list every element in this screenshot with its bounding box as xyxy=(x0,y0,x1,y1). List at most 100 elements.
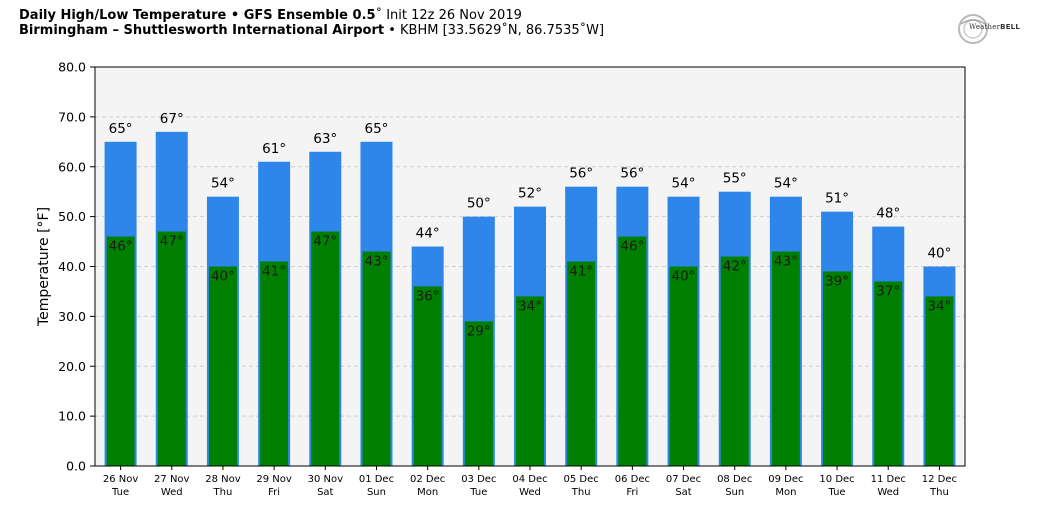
logo-text-light: Weather xyxy=(969,23,1001,31)
low-temp-bar xyxy=(311,231,340,466)
logo-swirl-icon xyxy=(958,14,988,44)
low-temp-label: 39° xyxy=(825,273,849,289)
low-temp-bar xyxy=(413,286,442,466)
x-tick-day: Thu xyxy=(929,487,949,498)
y-tick-label: 30.0 xyxy=(58,309,86,324)
title-init: ˚ Init 12z 26 Nov 2019 xyxy=(375,8,522,23)
low-temp-label: 41° xyxy=(262,264,286,280)
y-tick-label: 10.0 xyxy=(58,409,86,424)
low-temp-bar xyxy=(925,296,954,466)
x-tick-day: Tue xyxy=(111,487,129,498)
high-temp-label: 56° xyxy=(620,166,644,182)
x-tick-day: Fri xyxy=(268,487,280,498)
high-temp-label: 63° xyxy=(313,131,337,147)
high-temp-label: 65° xyxy=(365,121,389,137)
high-temp-label: 67° xyxy=(160,111,184,127)
y-axis-label: Temperature [°F] xyxy=(36,207,52,327)
low-temp-label: 40° xyxy=(672,269,696,285)
x-tick-day: Sun xyxy=(367,487,386,498)
x-tick-date: 04 Dec xyxy=(512,474,547,485)
low-temp-label: 29° xyxy=(467,323,491,339)
low-temp-label: 42° xyxy=(723,259,747,275)
low-temp-label: 37° xyxy=(876,283,900,299)
low-temp-bar xyxy=(771,251,800,466)
x-tick-day: Tue xyxy=(469,487,487,498)
high-temp-label: 51° xyxy=(825,191,849,207)
low-temp-bar xyxy=(157,231,186,466)
x-tick-date: 26 Nov xyxy=(103,474,139,485)
y-tick-label: 20.0 xyxy=(58,359,86,374)
low-temp-bar xyxy=(669,266,698,466)
y-tick-label: 70.0 xyxy=(58,109,86,124)
x-tick-day: Fri xyxy=(626,487,638,498)
high-temp-label: 48° xyxy=(876,206,900,222)
high-temp-label: 50° xyxy=(467,196,491,212)
x-tick-day: Thu xyxy=(213,487,233,498)
x-tick-day: Mon xyxy=(775,487,796,498)
high-temp-label: 54° xyxy=(211,176,235,192)
high-temp-label: 54° xyxy=(774,176,798,192)
chart-title-block: Daily High/Low Temperature • GFS Ensembl… xyxy=(19,8,604,38)
low-temp-label: 41° xyxy=(569,264,593,280)
low-temp-bar xyxy=(362,251,391,466)
title-line-2: Birmingham – Shuttlesworth International… xyxy=(19,23,604,38)
y-tick-label: 80.0 xyxy=(58,60,86,75)
low-temp-label: 43° xyxy=(365,254,389,270)
low-temp-label: 34° xyxy=(518,298,542,314)
x-tick-date: 11 Dec xyxy=(871,474,906,485)
x-tick-date: 03 Dec xyxy=(461,474,496,485)
low-temp-label: 36° xyxy=(416,288,440,304)
x-tick-date: 02 Dec xyxy=(410,474,445,485)
x-tick-date: 07 Dec xyxy=(666,474,701,485)
y-tick-label: 40.0 xyxy=(58,259,86,274)
low-temp-bar xyxy=(618,236,647,466)
plot-frame xyxy=(94,66,966,467)
x-tick-day: Tue xyxy=(828,487,846,498)
x-tick-day: Sat xyxy=(675,487,691,498)
x-tick-date: 08 Dec xyxy=(717,474,752,485)
high-temp-label: 54° xyxy=(672,176,696,192)
low-temp-label: 46° xyxy=(109,239,133,255)
logo-text-bold: BELL xyxy=(1000,23,1020,31)
title-main: Daily High/Low Temperature • GFS Ensembl… xyxy=(19,8,376,23)
title-line-1: Daily High/Low Temperature • GFS Ensembl… xyxy=(19,8,604,23)
low-temp-bar xyxy=(567,261,596,466)
x-tick-date: 29 Nov xyxy=(256,474,292,485)
high-temp-label: 55° xyxy=(723,171,747,187)
x-tick-day: Sat xyxy=(317,487,333,498)
low-temp-label: 46° xyxy=(620,239,644,255)
low-temp-label: 40° xyxy=(211,269,235,285)
high-temp-label: 56° xyxy=(569,166,593,182)
title-location: Birmingham – Shuttlesworth International… xyxy=(19,23,385,38)
high-temp-label: 40° xyxy=(927,246,951,262)
low-temp-bar xyxy=(516,296,544,466)
x-tick-day: Wed xyxy=(519,487,541,498)
low-temp-bar xyxy=(464,321,493,466)
y-tick-label: 60.0 xyxy=(58,159,86,174)
x-tick-date: 27 Nov xyxy=(154,474,190,485)
low-temp-bar xyxy=(874,281,903,466)
x-tick-date: 01 Dec xyxy=(359,474,394,485)
x-tick-date: 28 Nov xyxy=(205,474,241,485)
y-tick-label: 0.0 xyxy=(66,459,86,474)
low-temp-bar xyxy=(260,261,289,466)
low-temp-label: 34° xyxy=(927,298,951,314)
low-temp-label: 47° xyxy=(313,234,337,250)
weatherbell-logo: WeatherBELL xyxy=(955,12,1020,46)
x-tick-date: 12 Dec xyxy=(922,474,957,485)
low-temp-bar xyxy=(106,236,135,466)
high-temp-label: 61° xyxy=(262,141,286,157)
low-temp-bar xyxy=(823,271,852,466)
x-tick-day: Sun xyxy=(725,487,744,498)
low-temp-label: 43° xyxy=(774,254,798,270)
low-temp-bar xyxy=(720,256,749,466)
title-station: • KBHM [33.5629˚N, 86.7535˚W] xyxy=(384,23,605,38)
x-tick-date: 30 Nov xyxy=(308,474,344,485)
x-tick-date: 06 Dec xyxy=(615,474,650,485)
low-temp-label: 47° xyxy=(160,234,184,250)
high-temp-label: 52° xyxy=(518,186,542,202)
x-tick-date: 05 Dec xyxy=(564,474,599,485)
high-temp-label: 65° xyxy=(109,121,133,137)
x-tick-day: Mon xyxy=(417,487,438,498)
